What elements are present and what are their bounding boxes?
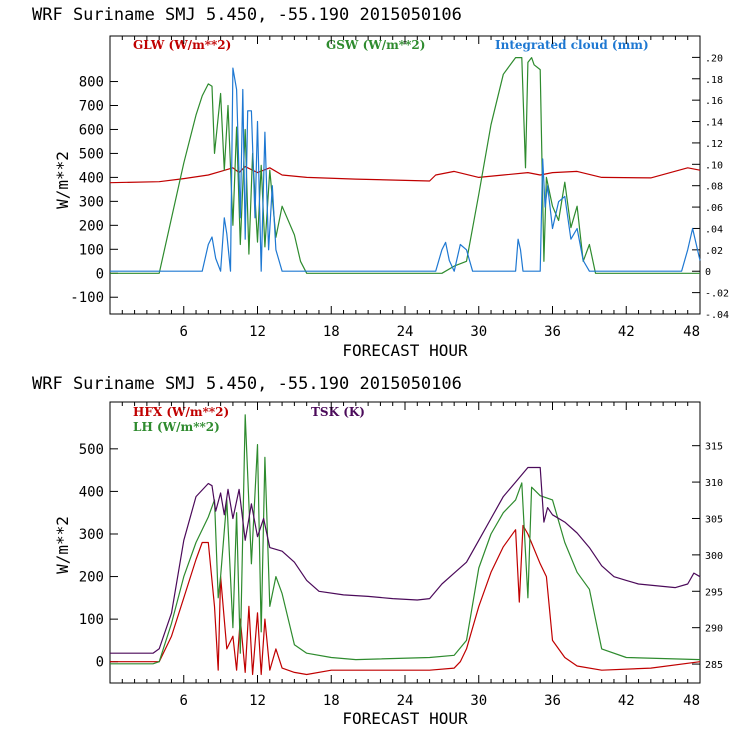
chart-top-legend-cloud: Integrated cloud (mm): [495, 38, 649, 52]
chart-bottom-xtick-label: 48: [683, 693, 700, 709]
chart-top-ytick-label: 100: [79, 242, 104, 258]
chart-bottom-ytick-label: 200: [79, 570, 104, 586]
chart-bottom-y2tick-label: 290: [705, 624, 723, 635]
chart-top-series-gsw: [110, 56, 700, 274]
chart-top-y2tick-label: .10: [705, 160, 723, 171]
chart-bottom-y2tick-label: 310: [705, 478, 723, 489]
chart-top-y2tick-label: -.02: [705, 289, 729, 300]
chart-top-y2tick-label: .12: [705, 139, 723, 150]
chart-bottom-xtick-label: 36: [544, 693, 561, 709]
chart-top-y2tick-label: -.04: [705, 310, 729, 321]
chart-bottom-y2tick-label: 285: [705, 660, 723, 671]
chart-top-series: [109, 56, 701, 274]
chart-top-xtick-label: 18: [323, 324, 340, 340]
chart-top-y2tick-label: .02: [705, 246, 723, 257]
chart-top-ytick-label: 0: [96, 266, 104, 282]
chart-bottom-ticks: 6 12 18 24 30 36 42 48 0 100 200 300 400 500 315 310 305…: [79, 402, 723, 709]
chart-bottom-y2tick-label: 315: [705, 442, 723, 453]
chart-bottom-series: [110, 414, 701, 676]
chart-top-y2tick-label: .20: [705, 53, 723, 64]
chart-top-xtick-label: 36: [544, 324, 561, 340]
chart-top-ytick-label: 500: [79, 146, 104, 162]
chart-top-title: WRF Suriname SMJ 5.450, -55.190 20150501…: [32, 5, 462, 25]
chart-bottom-legend-tsk: TSK (K): [311, 405, 365, 419]
chart-bottom-y2tick-label: 295: [705, 587, 723, 598]
chart-bottom-xtick-label: 24: [397, 693, 414, 709]
chart-top-xtick-label: 12: [249, 324, 266, 340]
chart-bottom-ytick-label: 500: [79, 442, 104, 458]
chart-top-ticks: 6 12 18 24 30 36 42 48 -100 0 100 200 300 400 500 600 70…: [70, 36, 729, 340]
chart-bottom-ytick-label: 100: [79, 612, 104, 628]
chart-top-ytick-label: 700: [79, 99, 104, 115]
chart-top-y2tick-label: .16: [705, 96, 723, 107]
chart-bottom-ytick-label: 0: [96, 655, 104, 671]
chart-top-xtick-label: 42: [618, 324, 635, 340]
chart-top-y2tick-label: .14: [705, 118, 723, 129]
chart-bottom-xtick-label: 12: [249, 693, 266, 709]
chart-top-y2tick-label: .06: [705, 203, 723, 214]
chart-bottom-xtick-label: 30: [470, 693, 487, 709]
chart-bottom-xtick-label: 6: [180, 693, 188, 709]
chart-top-ytick-label: 200: [79, 218, 104, 234]
chart-top-xtick-label: 30: [470, 324, 487, 340]
chart-bottom-title: WRF Suriname SMJ 5.450, -55.190 20150501…: [32, 374, 462, 394]
chart-top-y2tick-label: .18: [705, 75, 723, 86]
chart-bottom-series-tsk: [110, 466, 701, 654]
chart-bottom-plot-frame: [109, 401, 701, 684]
chart-bottom-y2tick-label: 305: [705, 514, 723, 525]
chart-top-ytick-label: 300: [79, 194, 104, 210]
chart-top-xtick-label: 48: [683, 324, 700, 340]
chart-top-legend-glw: GLW (W/m**2): [133, 38, 231, 52]
chart-bottom: WRF Suriname SMJ 5.450, -55.190 20150501…: [32, 374, 723, 728]
chart-top-xlabel: FORECAST HOUR: [342, 341, 468, 360]
chart-bottom-xtick-label: 42: [618, 693, 635, 709]
chart-top-series-integrated: [110, 67, 701, 272]
chart-top-series-glw: [109, 166, 701, 184]
chart-top-y2tick-label: .04: [705, 224, 723, 235]
chart-bottom-y2tick-label: 300: [705, 551, 723, 562]
chart-top-plot-frame: [109, 35, 701, 315]
chart-top-ytick-label: -100: [70, 290, 104, 306]
chart-top-ylabel: W/m**2: [53, 151, 72, 209]
chart-top-ytick-label: 800: [79, 75, 104, 91]
chart-bottom-xtick-label: 18: [323, 693, 340, 709]
chart-top-xtick-label: 6: [180, 324, 188, 340]
chart-bottom-ytick-label: 400: [79, 484, 104, 500]
chart-top-xtick-label: 24: [397, 324, 414, 340]
chart-top: WRF Suriname SMJ 5.450, -55.190 20150501…: [32, 5, 729, 360]
chart-bottom-series-hfx: [110, 524, 701, 676]
chart-top-ytick-label: 400: [79, 170, 104, 186]
chart-bottom-legend-hfx: HFX (W/m**2): [133, 405, 229, 419]
chart-bottom-legend-lh: LH (W/m**2): [133, 420, 220, 434]
chart-bottom-xlabel: FORECAST HOUR: [342, 709, 468, 728]
chart-bottom-series-lh: [110, 414, 701, 665]
chart-bottom-ytick-label: 300: [79, 527, 104, 543]
chart-top-y2tick-label: 0: [705, 267, 711, 278]
chart-bottom-ylabel: W/m**2: [53, 516, 72, 574]
chart-top-y2tick-label: .08: [705, 182, 723, 193]
chart-top-ytick-label: 600: [79, 122, 104, 138]
chart-top-legend-gsw: GSW (W/m**2): [326, 38, 425, 52]
